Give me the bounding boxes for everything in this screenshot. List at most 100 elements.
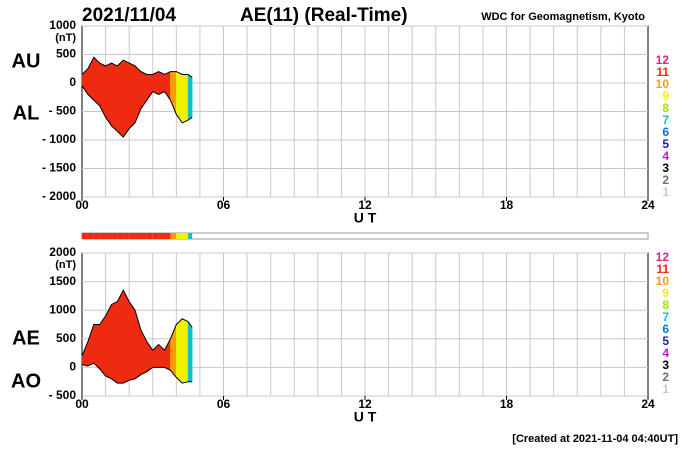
legend-entry: 12 [656, 250, 670, 264]
x-tick-label: 12 [358, 397, 372, 411]
coverage-bar [117, 233, 124, 239]
coverage-bar [111, 233, 118, 239]
y-axis-label: (nT) [55, 32, 76, 44]
legend-entry: 10 [656, 274, 670, 288]
coverage-bar [140, 233, 147, 239]
y-tick-label: - 500 [49, 104, 77, 118]
x-axis-label: U T [354, 210, 377, 226]
coverage-fill [117, 59, 124, 138]
y-axis-label: (nT) [55, 259, 76, 271]
y-tick-label: 0 [69, 360, 76, 374]
legend-entry: 5 [662, 137, 669, 151]
y-tick-label: 500 [56, 331, 76, 345]
series-name: AU [12, 50, 41, 72]
series-line [81, 56, 193, 78]
coverage-fill [117, 290, 124, 384]
coverage-fill [181, 74, 189, 124]
y-tick-label: - 1000 [42, 132, 76, 146]
coverage-fill [187, 73, 193, 121]
source: WDC for Geomagnetism, Kyoto [481, 11, 645, 23]
coverage-fill [99, 315, 106, 377]
legend-entry: 12 [656, 53, 670, 67]
series-line [81, 289, 193, 357]
coverage-fill [123, 290, 130, 384]
legend-entry: 6 [662, 125, 669, 139]
y-tick-label: 1000 [49, 18, 76, 32]
coverage-bar [105, 233, 112, 239]
coverage-bar [176, 233, 183, 239]
y-tick-label: 500 [56, 47, 76, 61]
coverage-fill [176, 318, 183, 384]
series-line [81, 362, 193, 384]
legend-entry: 11 [656, 65, 669, 79]
x-axis-label: U T [354, 409, 377, 425]
coverage-bar [146, 233, 153, 239]
legend-entry: 9 [662, 286, 669, 300]
coverage-bar [93, 233, 100, 239]
x-tick-label: 18 [500, 198, 514, 212]
legend-entry: 5 [662, 334, 669, 348]
legend-entry: 9 [662, 89, 669, 103]
x-tick-label: 24 [641, 397, 655, 411]
x-tick-label: 18 [500, 397, 514, 411]
coverage-fill [111, 301, 118, 384]
coverage-fill [152, 71, 159, 95]
coverage-bar [123, 233, 130, 239]
date: 2021/11/04 [82, 5, 176, 26]
series-name: AE [12, 327, 40, 349]
coverage-bar [82, 233, 88, 239]
legend-entry: 3 [662, 358, 669, 372]
x-tick-label: 12 [358, 198, 372, 212]
coverage-bar [188, 233, 193, 239]
legend-entry: 2 [662, 370, 669, 384]
legend-entry: 7 [662, 113, 669, 127]
legend-entry: 4 [662, 149, 669, 163]
coverage-bar [135, 233, 141, 239]
legend-entry: 4 [662, 346, 669, 360]
y-tick-label: 0 [69, 75, 76, 89]
coverage-fill [181, 318, 189, 384]
coverage-bar [158, 233, 165, 239]
legend-entry: 1 [662, 382, 669, 396]
coverage-bar [152, 233, 159, 239]
legend-entry: 2 [662, 173, 669, 187]
coverage-fill [111, 62, 118, 133]
x-tick-label: 00 [75, 397, 89, 411]
coverage-fill [187, 320, 193, 382]
coverage-bar [164, 233, 171, 239]
x-tick-label: 06 [217, 397, 231, 411]
legend-entry: 1 [662, 185, 669, 199]
coverage-fill [158, 71, 165, 95]
y-tick-label: 1500 [49, 274, 76, 288]
legend-entry: 8 [662, 298, 669, 312]
legend-entry: 6 [662, 322, 669, 336]
coverage-bar [170, 233, 177, 239]
coverage-bar [182, 233, 189, 239]
coverage-fill [123, 59, 130, 138]
coverage-bar [87, 233, 94, 239]
x-tick-label: 06 [217, 198, 231, 212]
y-tick-label: 2000 [49, 245, 76, 259]
title: AE(11) (Real-Time) [240, 5, 408, 26]
legend-entry: 3 [662, 161, 669, 175]
y-tick-label: - 500 [49, 388, 77, 402]
x-tick-label: 00 [75, 198, 89, 212]
footer: [Created at 2021-11-04 04:40UT] [512, 433, 678, 445]
legend-entry: 11 [656, 262, 669, 276]
coverage-fill [128, 300, 136, 381]
coverage-fill [93, 56, 100, 107]
x-tick-label: 24 [641, 198, 655, 212]
legend-entry: 8 [662, 101, 669, 115]
series-name: AO [11, 370, 41, 392]
series-line [81, 85, 193, 138]
coverage-fill [105, 304, 112, 380]
coverage-bar [129, 233, 136, 239]
coverage-fill [105, 62, 112, 127]
coverage-fill [128, 62, 136, 130]
legend-entry: 10 [656, 77, 670, 91]
y-tick-label: - 2000 [42, 189, 76, 203]
series-name: AL [13, 102, 40, 124]
coverage-fill [93, 324, 100, 370]
y-tick-label: 1000 [49, 302, 76, 316]
